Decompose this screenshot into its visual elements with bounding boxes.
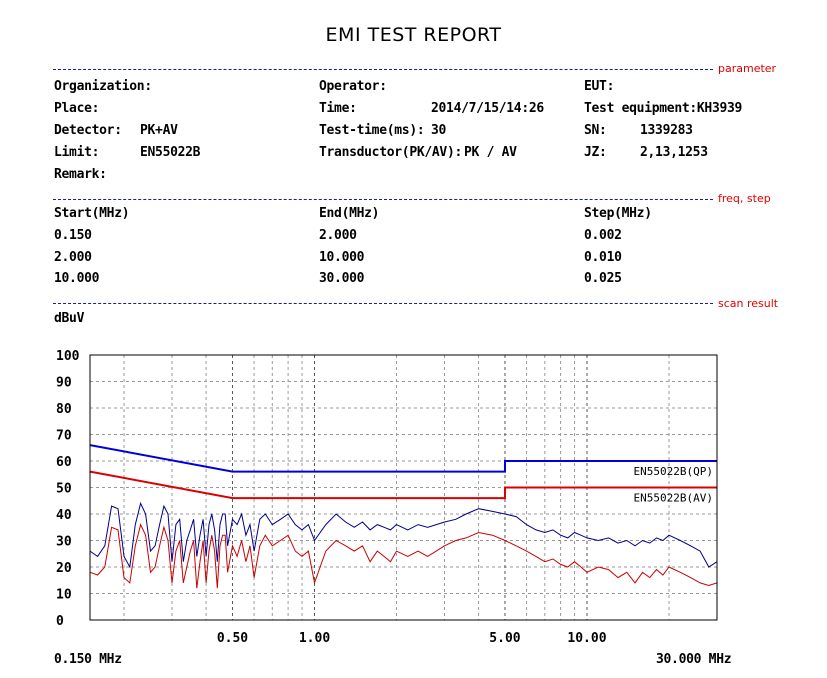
operator-label: Operator: [319,79,387,94]
chart-series [89,501,718,589]
detector-label: Detector: [54,123,122,138]
sn-value: 1339283 [640,123,693,138]
transductor-value: PK / AV [464,145,517,160]
freq-cell: 10.000 [319,250,365,265]
test-equipment-label: Test equipment:KH3939 [584,101,743,116]
freq-cell: 10.000 [54,271,100,286]
x-tick-label: 5.00 [489,631,520,646]
time-value: 2014/7/15/14:26 [431,101,544,116]
x-min-label: 0.150 MHz [54,652,122,667]
divider-freq-step [53,199,713,200]
freq-cell: 0.002 [584,228,622,243]
test-time-value: 30 [431,123,447,138]
test-time-label: Test-time(ms): [319,123,425,138]
section-label-scan-result: scan result [718,297,779,310]
y-tick-label: 60 [56,455,72,470]
series-peak-trace [89,501,718,569]
freq-header-start: Start(MHz) [54,206,130,221]
y-tick-label: 70 [56,429,72,444]
y-tick-label: 0 [56,614,64,629]
divider-parameter [53,69,713,70]
freq-cell: 2.000 [54,250,92,265]
section-label-parameter: parameter [718,62,777,75]
x-max-label: 30.000 MHz [656,652,732,667]
limit-value: EN55022B [140,145,201,160]
x-tick-label: 1.00 [299,631,330,646]
limit-line-av [89,470,717,500]
x-tick-label: 0.50 [217,631,248,646]
place-label: Place: [54,101,100,116]
limit-label-av: EN55022B(AV) [634,492,713,505]
freq-header-end: End(MHz) [319,206,380,221]
freq-cell: 2.000 [319,228,357,243]
y-tick-label: 10 [56,588,72,603]
freq-cell: 0.150 [54,228,92,243]
x-tick-label: 10.00 [567,631,606,646]
y-tick-label: 30 [56,535,72,550]
y-tick-label: 20 [56,561,72,576]
limit-lines: EN55022B(QP) EN55022B(AV) [89,444,717,505]
limit-label: Limit: [54,145,100,160]
organization-label: Organization: [54,79,152,94]
jz-value: 2,13,1253 [640,145,708,160]
limit-label-qp: EN55022B(QP) [634,465,713,478]
y-tick-label: 100 [56,349,80,364]
y-tick-label: 90 [56,376,72,391]
plot-frame [89,354,718,621]
x-tick-labels: 0.50 1.00 5.00 10.00 [217,631,607,646]
limit-line-qp [89,444,717,473]
freq-cell: 0.010 [584,250,622,265]
y-tick-label: 50 [56,482,72,497]
series-average-trace [89,523,718,589]
remark-label: Remark: [54,167,107,182]
freq-cell: 30.000 [319,271,365,286]
time-label: Time: [319,101,357,116]
divider-scan-result [53,303,713,304]
freq-cell: 0.025 [584,271,622,286]
y-tick-labels: 0 10 20 30 40 50 60 70 80 90 100 [56,349,80,629]
sn-label: SN: [584,123,607,138]
freq-header-step: Step(MHz) [584,206,652,221]
y-tick-label: 40 [56,508,72,523]
eut-label: EUT: [584,79,615,94]
y-axis-unit-label: dBuV [54,311,85,326]
report-title: EMI TEST REPORT [325,24,502,46]
detector-value: PK+AV [140,123,178,138]
jz-label: JZ: [584,145,607,160]
y-tick-label: 80 [56,402,72,417]
section-label-freq-step: freq, step [718,192,771,205]
transductor-label: Transductor(PK/AV): [319,145,463,160]
